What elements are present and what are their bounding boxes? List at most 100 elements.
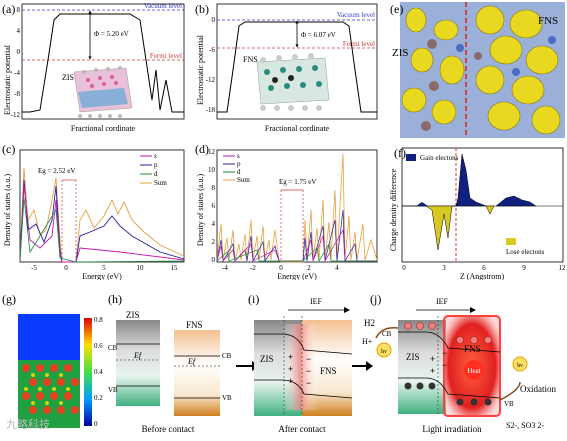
y-axis-label: Electrostatic potential — [196, 34, 205, 105]
panel-c: (c) Density of states (a.u.) Eg = 2.52 e… — [0, 140, 190, 281]
hplus-label: H+ — [362, 337, 373, 346]
svg-text:-8: -8 — [14, 90, 20, 98]
panel-label: (i) — [248, 292, 260, 306]
dos-plot-d: Density of states (a.u.) Eg = 1.75 eV s … — [196, 148, 378, 281]
arrow-right-icon — [344, 307, 350, 313]
zis-label: ZIS — [126, 310, 140, 320]
svg-text:4: 4 — [212, 220, 216, 228]
svg-text:d: d — [154, 170, 158, 178]
fermi-label-right: Ef — [187, 357, 197, 366]
svg-text:0.8: 0.8 — [94, 316, 103, 324]
y-ticks: 0 -6 -12 -18 — [206, 16, 216, 114]
reduction-arrow-icon — [375, 326, 399, 339]
y-axis-label: Electrostatic potential — [3, 44, 12, 115]
fns-label: FNS — [186, 320, 203, 330]
cb-label: CB — [382, 330, 392, 338]
zis-label: ZIS — [406, 352, 420, 362]
panel-label: (a) — [2, 2, 16, 16]
svg-text:0: 0 — [212, 16, 216, 24]
x-ticks: 0 3 6 9 12 — [402, 264, 566, 272]
svg-text:3: 3 — [442, 264, 446, 272]
svg-text:Heat: Heat — [467, 367, 480, 375]
svg-text:8: 8 — [17, 6, 21, 14]
legend: s p d Sum — [140, 152, 167, 187]
panel-h: (h) ZIS FNS CB VB CB VB Ef Ef Before con… — [108, 290, 240, 436]
x-axis-label: Energy (eV) — [277, 272, 317, 280]
material-label: FNS — [243, 55, 258, 64]
x-axis-label: Z (Angstrom) — [460, 272, 505, 280]
svg-text:12: 12 — [559, 264, 567, 272]
legend: s p d Sum — [223, 152, 250, 184]
svg-text:−: − — [306, 366, 311, 376]
svg-text:-2: -2 — [250, 264, 256, 272]
x-ticks: -4 -2 0 2 4 — [222, 264, 339, 272]
panel-label: (c) — [2, 142, 16, 156]
svg-text:0: 0 — [402, 264, 406, 272]
potential-plot-a: Electrostatic potential Vacuum level Fer… — [3, 2, 185, 133]
cb-label-right: CB — [222, 352, 232, 360]
cb-label: CB — [108, 344, 118, 352]
fns-label: FNS — [464, 344, 481, 354]
svg-text:+: + — [288, 376, 293, 386]
svg-text:6: 6 — [482, 264, 486, 272]
svg-text:+: + — [430, 366, 435, 376]
svg-text:-4: -4 — [14, 69, 20, 77]
legend: Gain electons Lose electons — [406, 154, 545, 256]
svg-text:15: 15 — [171, 264, 179, 272]
svg-text:d: d — [237, 168, 241, 176]
panel-j: (j) IEF ZIS FNS + + − − Heat — [360, 290, 567, 436]
fns-label: FNS — [320, 366, 337, 376]
potential-plot-b: Electrostatic potential Vacuum level Fer… — [196, 3, 378, 133]
svg-text:-18: -18 — [206, 106, 216, 114]
svg-text:2: 2 — [307, 264, 311, 272]
y-ticks: 12 10 8 6 4 2 0 — [208, 148, 216, 264]
band-gap-label: Eg = 2.52 eV — [38, 167, 75, 175]
work-function-label: Φ = 5.20 eV — [94, 30, 129, 38]
elf-map: 0.8 0.6 0.4 0.2 0 — [18, 314, 103, 428]
svg-text:Sum: Sum — [154, 179, 167, 187]
svg-text:10: 10 — [208, 166, 216, 174]
caption: Light irradiation — [422, 424, 482, 434]
x-axis-label: Energy (eV) — [82, 272, 122, 280]
svg-text:-4: -4 — [222, 264, 228, 272]
y-axis-label: Charge density difference — [389, 168, 398, 251]
svg-text:-5: -5 — [31, 264, 37, 272]
svg-text:6: 6 — [212, 202, 216, 210]
svg-text:−: − — [442, 360, 447, 370]
vb-label: VB — [108, 386, 118, 394]
svg-text:s: s — [154, 152, 157, 160]
svg-text:0.4: 0.4 — [94, 368, 103, 376]
svg-text:0: 0 — [279, 264, 283, 272]
svg-text:9: 9 — [522, 264, 526, 272]
svg-text:4: 4 — [335, 264, 339, 272]
arrow-right-icon — [470, 307, 476, 313]
svg-text:hν: hν — [381, 349, 387, 355]
svg-text:+: + — [288, 352, 293, 362]
ief-label: IEF — [436, 297, 449, 306]
svg-text:s: s — [237, 152, 240, 160]
ief-label: IEF — [310, 297, 323, 306]
svg-text:hν: hν — [517, 363, 523, 369]
oxidation-label: Oxidation — [520, 384, 556, 394]
svg-text:0: 0 — [17, 48, 21, 56]
panel-b: (b) Electrostatic potential Vacuum level… — [193, 0, 383, 135]
panel-d: (d) Density of states (a.u.) Eg = 1.75 e… — [193, 140, 383, 281]
svg-text:4: 4 — [17, 27, 21, 35]
panel-label: (e) — [390, 2, 404, 16]
oxidation-arrow-icon — [499, 381, 521, 401]
fns-label: FNS — [538, 15, 558, 27]
caption: After contact — [278, 424, 326, 434]
svg-text:−: − — [442, 348, 447, 358]
fermi-level-label: Fermi level — [343, 40, 375, 48]
panel-i: (i) IEF ZIS FNS + + + − − − After contact — [248, 290, 360, 436]
fns-structure-icon — [256, 53, 330, 111]
fermi-label: Ef — [133, 351, 143, 360]
vb-label-right: VB — [222, 394, 232, 402]
vb-label: VB — [504, 400, 514, 408]
charge-symbols: + +− − — [430, 348, 447, 376]
svg-text:Lose electons: Lose electons — [506, 248, 545, 256]
svg-text:p: p — [154, 161, 158, 169]
vacuum-level-label: Vacuum level — [337, 11, 375, 19]
band-gap-label: Eg = 1.75 eV — [279, 178, 316, 186]
svg-text:Sum: Sum — [237, 176, 250, 184]
